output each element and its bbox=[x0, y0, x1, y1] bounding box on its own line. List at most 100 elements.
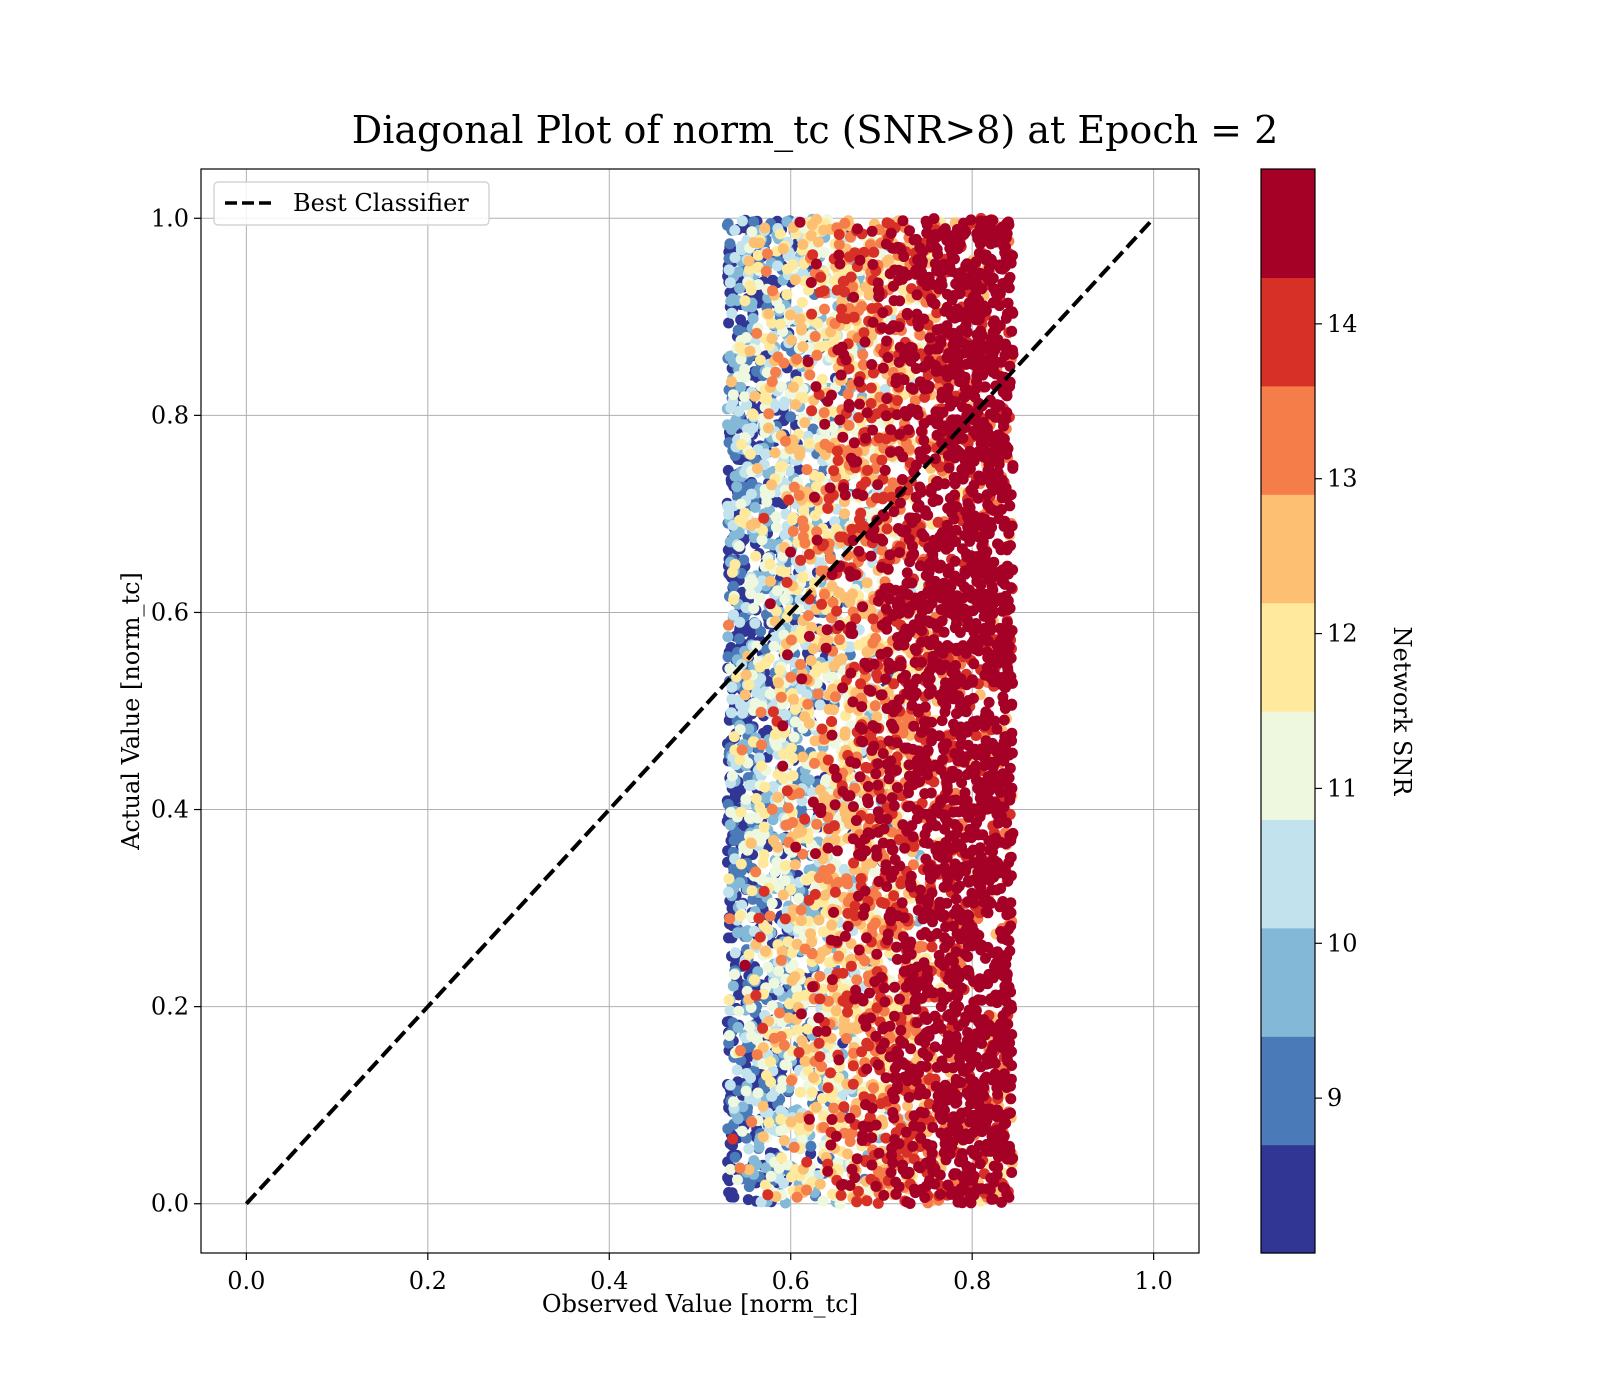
scatter-point bbox=[831, 605, 843, 617]
scatter-point bbox=[808, 1072, 819, 1084]
scatter-point bbox=[734, 616, 746, 628]
scatter-point bbox=[750, 990, 762, 1001]
scatter-point bbox=[724, 913, 736, 925]
scatter-point bbox=[756, 760, 767, 772]
scatter-point bbox=[746, 1030, 758, 1042]
scatter-point bbox=[786, 334, 798, 346]
scatter-point bbox=[813, 1037, 825, 1049]
scatter-point bbox=[811, 818, 823, 830]
scatter-point bbox=[765, 1056, 776, 1068]
scatter-point bbox=[735, 1045, 746, 1057]
scatter-point bbox=[750, 793, 762, 804]
scatter-point bbox=[785, 1116, 797, 1128]
scatter-point bbox=[823, 493, 835, 505]
scatter-point bbox=[778, 399, 790, 411]
scatter-point bbox=[825, 1067, 836, 1079]
scatter-point bbox=[803, 610, 814, 622]
scatter-point bbox=[872, 1059, 884, 1071]
scatter-point bbox=[745, 488, 757, 500]
scatter-point bbox=[816, 598, 828, 610]
scatter-point bbox=[724, 1079, 736, 1091]
scatter-point bbox=[740, 669, 752, 681]
scatter-point bbox=[769, 729, 781, 740]
scatter-point bbox=[841, 873, 852, 885]
scatter-point bbox=[828, 1102, 840, 1114]
scatter-point bbox=[797, 751, 809, 763]
scatter-point bbox=[877, 493, 889, 505]
scatter-point bbox=[808, 757, 820, 769]
scatter-point bbox=[826, 1114, 838, 1125]
scatter-point bbox=[746, 1116, 758, 1128]
scatter-point bbox=[729, 790, 741, 802]
scatter-point bbox=[723, 1187, 735, 1198]
scatter-point bbox=[751, 1049, 763, 1061]
scatter-point bbox=[794, 1086, 806, 1098]
scatter-point bbox=[777, 243, 789, 255]
scatter-point bbox=[723, 317, 735, 329]
scatter-point bbox=[806, 308, 818, 320]
scatter-point bbox=[796, 296, 808, 308]
scatter-point bbox=[788, 731, 800, 743]
scatter-point bbox=[795, 658, 806, 670]
scatter-point bbox=[801, 464, 813, 476]
scatter-point bbox=[758, 885, 770, 897]
scatter-point bbox=[794, 216, 806, 228]
scatter-point bbox=[745, 837, 757, 849]
scatter-point bbox=[745, 1072, 756, 1084]
scatter-point bbox=[748, 602, 760, 614]
scatter-point bbox=[797, 531, 809, 543]
scatter-point bbox=[815, 565, 827, 577]
scatter-point bbox=[819, 889, 831, 901]
scatter-point bbox=[764, 688, 776, 700]
scatter-point bbox=[792, 1024, 804, 1035]
scatter-point bbox=[789, 859, 801, 871]
scatter-point bbox=[733, 540, 745, 552]
scatter-point bbox=[801, 1184, 812, 1196]
scatter-point bbox=[758, 512, 770, 524]
scatter-point bbox=[775, 691, 787, 703]
scatter-point bbox=[770, 366, 782, 378]
scatter-point bbox=[775, 954, 787, 966]
scatter-point bbox=[822, 502, 834, 514]
scatter-point bbox=[764, 910, 776, 922]
scatter-point bbox=[822, 1082, 834, 1094]
scatter-point bbox=[832, 455, 844, 466]
scatter-point bbox=[744, 1021, 756, 1033]
scatter-point bbox=[758, 821, 770, 833]
scatter-point bbox=[727, 1133, 739, 1145]
scatter-point bbox=[743, 949, 755, 960]
scatter-point bbox=[818, 407, 830, 419]
scatter-point bbox=[723, 264, 735, 276]
scatter-point bbox=[751, 327, 763, 339]
scatter-point bbox=[796, 322, 807, 334]
scatter-point bbox=[739, 391, 751, 403]
scatter-point bbox=[803, 437, 815, 449]
scatter-point bbox=[794, 1124, 806, 1136]
scatter-point bbox=[833, 950, 845, 962]
scatter-point bbox=[734, 877, 746, 889]
scatter-point bbox=[814, 970, 826, 982]
scatter-point bbox=[787, 770, 799, 782]
scatter-point bbox=[862, 464, 873, 476]
scatter-point bbox=[813, 914, 825, 926]
scatter-point bbox=[774, 1007, 786, 1019]
scatter-point bbox=[757, 1022, 769, 1034]
scatter-point bbox=[795, 904, 807, 916]
scatter-point bbox=[732, 1021, 744, 1033]
scatter-point bbox=[740, 332, 752, 343]
scatter-point bbox=[774, 228, 786, 240]
scatter-point bbox=[799, 943, 811, 955]
scatter-point bbox=[773, 965, 785, 977]
scatter-point bbox=[847, 1060, 859, 1072]
scatter-point bbox=[781, 576, 793, 588]
scatter-point bbox=[895, 878, 907, 890]
scatter-point bbox=[881, 523, 893, 535]
scatter-point bbox=[861, 1195, 873, 1207]
scatter-point bbox=[759, 222, 771, 234]
scatter-point bbox=[814, 1178, 826, 1190]
scatter-point bbox=[726, 566, 738, 578]
scatter-point bbox=[743, 255, 755, 267]
scatter-point bbox=[799, 813, 811, 825]
scatter-point bbox=[888, 890, 900, 902]
scatter-point bbox=[787, 817, 799, 828]
